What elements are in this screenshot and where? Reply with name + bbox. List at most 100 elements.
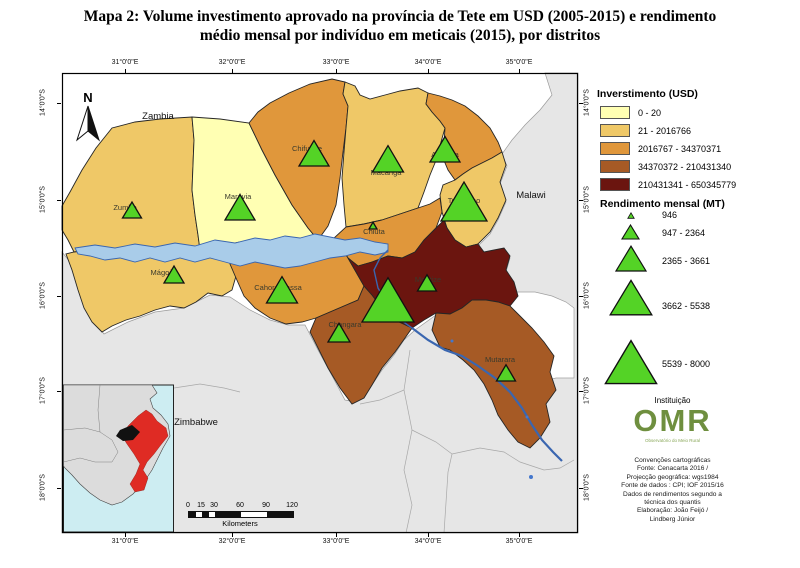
legend-class-label: 0 - 20 (638, 108, 662, 118)
scalebar-unit: Kilometers (222, 519, 258, 528)
lat-tick (579, 200, 583, 201)
lon-tick (232, 69, 233, 73)
lon-label: 31°0'0"E (111, 538, 139, 545)
district-label: Zumbo (113, 203, 136, 212)
credits-line: Projecção geográfica: wgs1984 (626, 473, 719, 481)
income-triangle-magoe (162, 264, 186, 284)
income-triangle-tete-city (360, 276, 416, 323)
district-label: Chifunde (292, 144, 322, 153)
lat-tick (57, 296, 61, 297)
lat-label: 18°0'0"S (39, 474, 47, 501)
income-triangle-changara (326, 322, 352, 343)
omr-logo: OMR (633, 403, 712, 438)
lon-label: 33°0'0"E (322, 538, 350, 545)
legend-income-title: Rendimento mensal (MT) (600, 198, 725, 210)
legend-investment-title: Inverstimento (USD) (597, 88, 698, 100)
lat-tick (579, 296, 583, 297)
legend-swatch (600, 106, 630, 119)
lat-tick (57, 103, 61, 104)
legend-class-label: 21 - 2016766 (638, 126, 692, 136)
scalebar-segment (241, 512, 267, 517)
inset-map (63, 384, 174, 533)
map-frame (61, 72, 579, 534)
lon-label: 34°0'0"E (414, 59, 442, 66)
credits-line: Convenções cartográficas (634, 457, 711, 464)
scalebar-tick-label: 60 (236, 502, 244, 509)
lat-label: 15°0'0"S (583, 186, 591, 213)
credits-line: Dados de rendimentos segundo a (623, 490, 722, 498)
scalebar-segment (202, 512, 209, 517)
lat-tick (57, 391, 61, 392)
lat-tick (57, 200, 61, 201)
lat-label: 15°0'0"S (39, 186, 47, 213)
legend-swatch (600, 160, 630, 173)
lat-tick (579, 103, 583, 104)
small-lake-dot (450, 339, 454, 343)
small-lake-dot (525, 415, 529, 419)
legend-triangle-5 (604, 339, 658, 385)
district-label: Changara (329, 320, 363, 329)
district-chifunde (248, 78, 349, 241)
lat-label: 14°0'0"S (39, 89, 47, 116)
north-arrow: N (76, 90, 100, 142)
lon-tick (428, 533, 429, 537)
credits-line: Elaboração: João Feijó / (636, 507, 709, 515)
legend-triangle-2 (621, 224, 640, 240)
figure-title-line1: Mapa 2: Volume investimento aprovado na … (83, 8, 717, 25)
credits-block: Convenções cartográficas Fonte: Cenacart… (585, 457, 760, 524)
district-label: Chiúta (363, 227, 386, 236)
income-triangle-chifunde (297, 139, 331, 167)
figure-title: Mapa 2: Volume investimento aprovado na … (0, 7, 800, 45)
scalebar-tick-label: 15 (197, 502, 205, 509)
scalebar-segment (267, 512, 293, 517)
institution-label: Instituição (654, 396, 691, 405)
legend-class-label: 210431341 - 650345779 (638, 180, 737, 190)
lat-label: 17°0'0"S (39, 377, 47, 404)
legend-income-label: 2365 - 3661 (662, 256, 711, 266)
inset-country-border (97, 384, 101, 433)
lon-tick (125, 533, 126, 537)
scalebar-segment (215, 512, 241, 517)
income-triangle-maravia (223, 193, 257, 221)
lat-label: 14°0'0"S (583, 89, 591, 116)
lat-tick (57, 488, 61, 489)
lon-label: 33°0'0"E (322, 59, 350, 66)
legend-swatch (600, 178, 630, 191)
lon-label: 35°0'0"E (505, 59, 533, 66)
lat-tick (579, 391, 583, 392)
outside-border-line (451, 447, 575, 471)
legend-class-label: 2016767 - 34370371 (638, 144, 722, 154)
outside-border-line (403, 349, 413, 534)
scalebar-segment (208, 512, 215, 517)
lon-label: 34°0'0"E (414, 538, 442, 545)
country-label-malawi: Malawi (516, 190, 546, 201)
income-triangles (121, 135, 517, 382)
inset-country-border (63, 457, 112, 463)
legend-income-label: 3662 - 5538 (662, 301, 711, 311)
district-label: Mutarara (485, 355, 516, 364)
lon-tick (519, 533, 520, 537)
legend-class-label: 34370372 - 210431340 (638, 162, 732, 172)
legend-swatch (600, 142, 630, 155)
lon-label: 32°0'0"E (218, 538, 246, 545)
legend-income-label: 946 (662, 210, 678, 220)
credits-line: Fonte: Cenacarta 2016 / (636, 465, 709, 473)
income-triangle-tsangano (439, 180, 489, 222)
scalebar-tick-label: 90 (262, 502, 270, 509)
zambezi-river-lower (411, 327, 563, 462)
credits-line: Fonte de dados : CPI; IOF 2015/16 (621, 482, 724, 490)
outside-border-line (359, 389, 405, 405)
legend-triangle-4 (609, 279, 653, 316)
scalebar-tick-label: 120 (286, 502, 298, 509)
lat-label: 16°0'0"S (583, 282, 591, 309)
scalebar-tick-label: 0 (186, 502, 190, 509)
lat-tick (579, 488, 583, 489)
scalebar-segment (195, 512, 202, 517)
lon-label: 31°0'0"E (111, 59, 139, 66)
cahora-bassa-lake (74, 233, 389, 269)
income-triangle-moatize (416, 273, 438, 292)
lon-label: 35°0'0"E (505, 538, 533, 545)
lon-tick (125, 69, 126, 73)
lon-tick (519, 69, 520, 73)
